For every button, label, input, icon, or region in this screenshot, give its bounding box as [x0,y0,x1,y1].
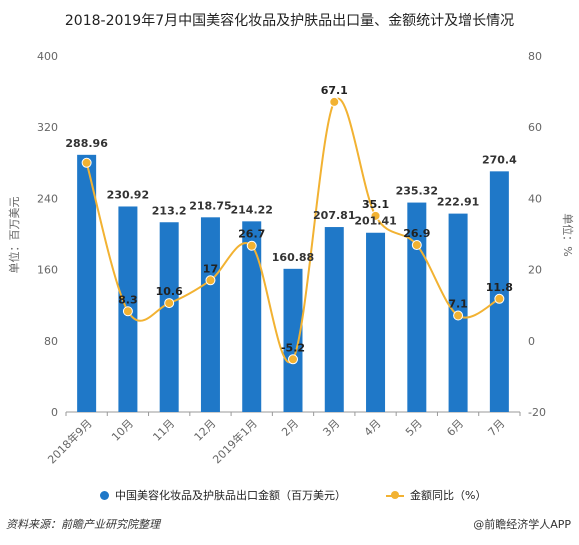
bar-value-label: 288.96 [65,137,108,150]
bar [200,217,220,412]
bar [407,202,427,412]
bar [366,232,386,412]
y-tick-label: 320 [37,121,58,134]
bar [77,154,97,412]
y2-axis-label: 单位：% [561,213,575,256]
line-value-label: 7.1 [448,298,468,311]
y2-tick-label: 20 [528,264,542,277]
y2-tick-label: -20 [528,406,546,419]
line-point [329,96,340,107]
bar-value-label: 235.32 [396,185,438,198]
bar [283,268,303,412]
line-value-label: 17 [203,262,218,275]
line-point [81,157,92,168]
x-tick-label: 6月 [444,417,466,439]
line-value-label: -5.2 [281,341,305,354]
bar-value-label: 213.2 [152,204,187,217]
legend-bar-label: 中国美容化妆品及护肤品出口金额（百万美元） [115,489,346,502]
legend-line-marker [386,490,404,500]
line-point [411,240,422,251]
y2-tick-label: 0 [528,335,535,348]
bar-value-label: 160.88 [272,251,314,264]
line-series [81,96,505,365]
line-point [370,210,381,221]
x-tick-label: 4月 [362,417,384,439]
line-value-label: 35.1 [362,198,389,211]
brand-note: @前瞻经济学人APP [473,518,571,531]
y-tick-label: 80 [44,335,58,348]
bar-value-label: 207.81 [313,209,355,222]
bar-value-label: 214.22 [231,203,273,216]
bar [159,222,179,412]
line-point [494,293,505,304]
y-tick-label: 160 [37,264,58,277]
bars [77,154,509,412]
bar-value-label: 201.41 [354,215,396,228]
y-tick-label: 0 [51,406,58,419]
line-value-label: 8.3 [118,293,138,306]
x-tick-label: 5月 [403,417,425,439]
y-tick-label: 400 [37,50,58,63]
x-tick-label: 2019年1月 [210,416,260,466]
legend-item-line: 金额同比（%） [386,487,486,503]
y2-tick-label: 60 [528,121,542,134]
legend-bar-marker [100,490,109,500]
bar-value-label: 270.4 [482,153,517,166]
bar-value-label: 230.92 [107,188,149,201]
y-axis-label: 单位：百万美元 [7,197,21,274]
x-tick-label: 2018年9月 [45,416,95,466]
line-point [205,275,216,286]
legend: 中国美容化妆品及护肤品出口金额（百万美元） 金额同比（%） [100,487,526,503]
x-tick-label: 3月 [320,417,342,439]
line-value-label: 26.7 [238,228,265,241]
line-point [453,310,464,321]
legend-item-bar: 中国美容化妆品及护肤品出口金额（百万美元） [100,487,346,503]
legend-line-label: 金额同比（%） [410,489,487,502]
y2-tick-label: 40 [528,192,542,205]
line-point [246,240,257,251]
x-tick-label: 7月 [486,417,508,439]
line-point [164,298,175,309]
line-point [288,354,298,365]
line-value-label: 10.6 [156,285,183,298]
y2-tick-label: 80 [528,50,542,63]
chart-title: 2018-2019年7月中国美容化妆品及护肤品出口量、金额统计及增长情况 [64,13,515,29]
bar-value-label: 222.91 [437,196,479,209]
line-point [122,306,133,317]
y-tick-label: 240 [37,192,58,205]
bar [242,221,262,412]
bar-value-label: 218.75 [189,199,231,212]
bar [324,227,344,412]
x-tick-label: 10月 [109,417,136,444]
line-value-label: 11.8 [486,281,513,294]
line-value-label: 67.1 [321,84,348,97]
bar [489,171,509,412]
x-tick-label: 12月 [192,417,219,444]
line-value-label: 26.9 [403,227,430,240]
x-tick-label: 11月 [150,417,177,444]
x-tick-label: 2月 [279,417,301,439]
source-note: 资料来源：前瞻产业研究院整理 [6,518,160,531]
